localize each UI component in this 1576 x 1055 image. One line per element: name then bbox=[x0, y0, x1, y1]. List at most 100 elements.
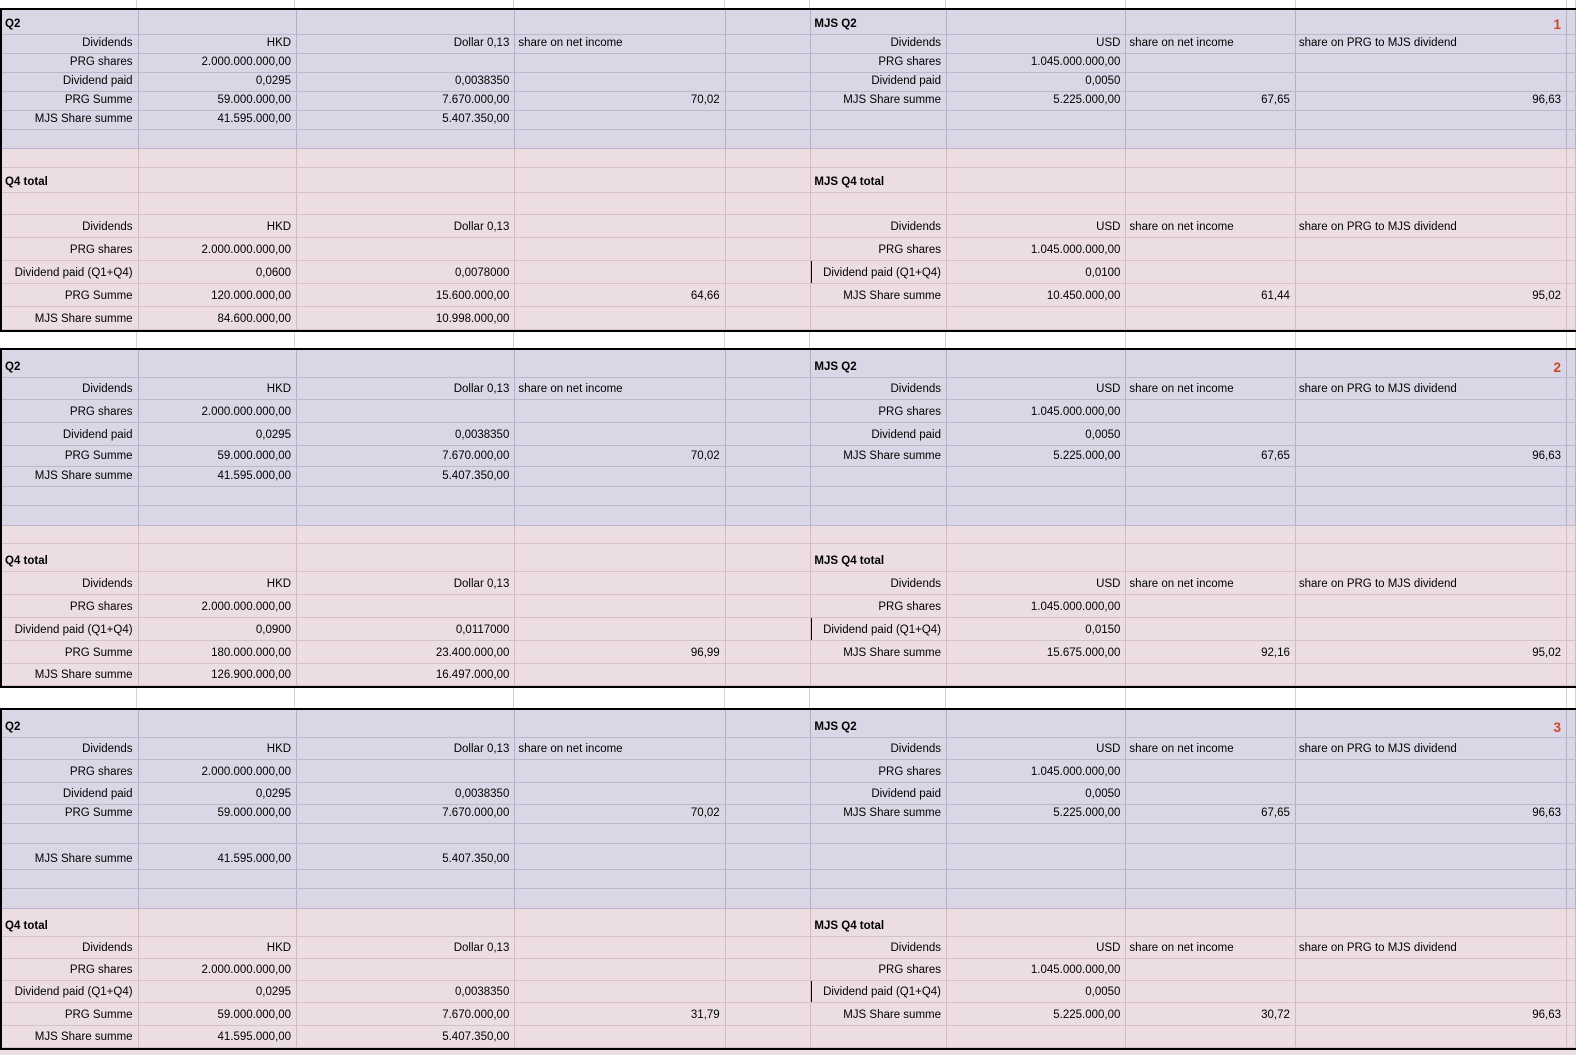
empty-cell[interactable] bbox=[1567, 467, 1576, 486]
section-title-cell[interactable]: Q4 total bbox=[2, 544, 139, 571]
empty-cell[interactable] bbox=[726, 261, 812, 283]
empty-cell[interactable] bbox=[1126, 889, 1296, 908]
section-title-cell[interactable]: Q2 bbox=[2, 710, 139, 737]
empty-cell[interactable] bbox=[297, 595, 516, 617]
section-title-cell[interactable]: MJS Q2 bbox=[811, 350, 947, 377]
empty-cell[interactable] bbox=[2, 193, 139, 214]
empty-cell[interactable] bbox=[515, 487, 726, 505]
empty-cell[interactable] bbox=[947, 130, 1127, 148]
empty-cell[interactable] bbox=[1126, 959, 1296, 980]
empty-cell[interactable] bbox=[297, 909, 516, 936]
empty-cell[interactable] bbox=[726, 572, 812, 594]
empty-cell[interactable] bbox=[1126, 350, 1296, 377]
label-cell[interactable]: Dividends bbox=[811, 738, 947, 759]
label-cell[interactable]: PRG shares bbox=[2, 400, 139, 422]
label-cell[interactable]: MJS Share summe bbox=[811, 641, 947, 663]
empty-cell[interactable] bbox=[515, 595, 726, 617]
empty-cell[interactable] bbox=[947, 544, 1127, 571]
empty-cell[interactable] bbox=[297, 168, 516, 192]
label-cell[interactable]: MJS Share summe bbox=[811, 805, 947, 823]
value-cell[interactable]: 5.407.350,00 bbox=[297, 844, 516, 869]
empty-cell[interactable] bbox=[1296, 824, 1567, 843]
empty-cell[interactable] bbox=[1567, 92, 1576, 110]
value-cell[interactable]: 0,0078000 bbox=[297, 261, 516, 283]
empty-cell[interactable] bbox=[297, 959, 516, 980]
value-cell[interactable]: 41.595.000,00 bbox=[139, 1026, 298, 1047]
label-cell[interactable]: Dollar 0,13 bbox=[297, 215, 516, 237]
empty-cell[interactable] bbox=[515, 350, 726, 377]
value-cell[interactable]: 7.670.000,00 bbox=[297, 446, 516, 466]
empty-cell[interactable] bbox=[515, 889, 726, 908]
value-cell[interactable]: 5.407.350,00 bbox=[297, 1026, 516, 1047]
value-cell[interactable]: 0,0900 bbox=[139, 618, 298, 640]
empty-cell[interactable] bbox=[726, 284, 812, 306]
empty-cell[interactable] bbox=[726, 760, 812, 782]
empty-cell[interactable] bbox=[515, 1026, 726, 1047]
value-cell[interactable]: 67,65 bbox=[1126, 446, 1296, 466]
label-cell[interactable]: share on PRG to MJS dividend bbox=[1296, 738, 1567, 759]
empty-cell[interactable] bbox=[947, 889, 1127, 908]
empty-cell[interactable] bbox=[1567, 130, 1576, 148]
empty-cell[interactable] bbox=[1296, 168, 1567, 192]
empty-cell[interactable] bbox=[811, 824, 947, 843]
empty-cell[interactable] bbox=[1567, 909, 1576, 936]
empty-cell[interactable] bbox=[515, 423, 726, 445]
value-cell[interactable]: 1.045.000.000,00 bbox=[947, 760, 1127, 782]
empty-cell[interactable] bbox=[1567, 111, 1576, 129]
section-title-cell[interactable]: MJS Q4 total bbox=[811, 909, 947, 936]
value-cell[interactable]: 96,63 bbox=[1296, 805, 1567, 823]
empty-cell[interactable] bbox=[297, 149, 516, 167]
label-cell[interactable]: Dividends bbox=[2, 572, 139, 594]
label-cell[interactable]: Dividends bbox=[2, 35, 139, 53]
label-cell[interactable]: PRG shares bbox=[2, 54, 139, 72]
value-cell[interactable]: 1.045.000.000,00 bbox=[947, 400, 1127, 422]
empty-cell[interactable] bbox=[1567, 618, 1576, 640]
empty-cell[interactable] bbox=[139, 168, 298, 192]
empty-cell[interactable] bbox=[1567, 664, 1576, 685]
empty-cell[interactable] bbox=[515, 215, 726, 237]
empty-cell[interactable] bbox=[515, 937, 726, 958]
label-cell[interactable]: PRG Summe bbox=[2, 641, 139, 663]
empty-cell[interactable] bbox=[139, 909, 298, 936]
empty-cell[interactable] bbox=[726, 111, 812, 129]
label-cell[interactable]: Dollar 0,13 bbox=[297, 937, 516, 958]
value-cell[interactable]: 0,0038350 bbox=[297, 783, 516, 804]
label-cell[interactable]: Dividends bbox=[811, 937, 947, 958]
empty-cell[interactable] bbox=[515, 467, 726, 486]
label-cell[interactable]: share on net income bbox=[1126, 738, 1296, 759]
empty-cell[interactable] bbox=[947, 168, 1127, 192]
empty-cell[interactable] bbox=[1126, 710, 1296, 737]
label-cell[interactable]: share on net income bbox=[1126, 215, 1296, 237]
empty-cell[interactable] bbox=[1296, 111, 1567, 129]
empty-cell[interactable] bbox=[726, 168, 812, 192]
value-cell[interactable]: 7.670.000,00 bbox=[297, 805, 516, 823]
label-cell[interactable]: MJS Share summe bbox=[2, 844, 139, 869]
empty-cell[interactable] bbox=[1126, 824, 1296, 843]
value-cell[interactable]: 1.045.000.000,00 bbox=[947, 595, 1127, 617]
label-cell[interactable]: Dividend paid (Q1+Q4) bbox=[2, 261, 139, 283]
empty-cell[interactable] bbox=[1296, 400, 1567, 422]
label-cell[interactable]: Dividend paid bbox=[811, 73, 947, 91]
empty-cell[interactable] bbox=[139, 10, 298, 34]
empty-cell[interactable] bbox=[726, 805, 812, 823]
empty-cell[interactable] bbox=[515, 111, 726, 129]
empty-cell[interactable] bbox=[515, 664, 726, 685]
empty-cell[interactable] bbox=[515, 844, 726, 869]
label-cell[interactable]: Dollar 0,13 bbox=[297, 572, 516, 594]
label-cell[interactable]: USD bbox=[947, 215, 1127, 237]
section-title-cell[interactable]: MJS Q2 bbox=[811, 10, 947, 34]
section-title-cell[interactable]: Q2 bbox=[2, 10, 139, 34]
empty-cell[interactable] bbox=[726, 1026, 812, 1047]
empty-cell[interactable] bbox=[1567, 168, 1576, 192]
value-cell[interactable]: 92,16 bbox=[1126, 641, 1296, 663]
label-cell[interactable]: USD bbox=[947, 378, 1127, 399]
empty-cell[interactable] bbox=[1126, 193, 1296, 214]
empty-cell[interactable] bbox=[1296, 981, 1567, 1002]
empty-cell[interactable] bbox=[515, 544, 726, 571]
label-cell[interactable]: Dividend paid (Q1+Q4) bbox=[2, 618, 139, 640]
value-cell[interactable]: 70,02 bbox=[515, 92, 726, 110]
label-cell[interactable]: Dividend paid (Q1+Q4) bbox=[2, 981, 139, 1002]
empty-cell[interactable] bbox=[297, 54, 516, 72]
empty-cell[interactable] bbox=[1296, 238, 1567, 260]
value-cell[interactable]: 70,02 bbox=[515, 446, 726, 466]
